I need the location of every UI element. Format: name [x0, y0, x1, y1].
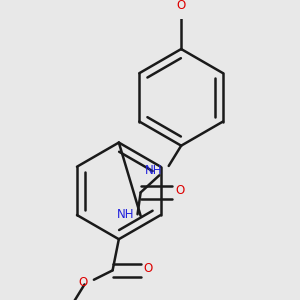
Text: O: O: [78, 276, 88, 290]
Text: O: O: [175, 184, 184, 197]
Text: O: O: [177, 0, 186, 12]
Text: NH: NH: [145, 164, 163, 177]
Text: O: O: [144, 262, 153, 275]
Text: NH: NH: [117, 208, 134, 221]
